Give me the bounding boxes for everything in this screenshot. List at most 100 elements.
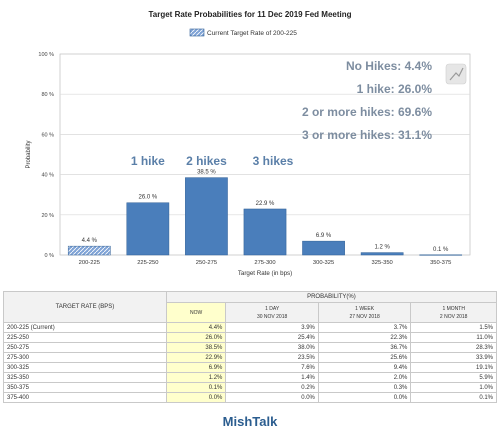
cell-month: 1.5% [410,322,497,333]
sub-header-title: 1 MONTH [442,305,465,312]
x-tick-label: 250-275 [196,260,217,266]
y-tick-label: 0 % [45,253,55,259]
table-row: 300-325 6.9% 7.6% 9.4% 19.1% [3,362,497,373]
y-tick-label: 40 % [41,173,54,179]
trend-icon [449,67,464,81]
sub-header-title: 1 WEEK [355,305,375,312]
cell-now: 1.2% [165,372,227,383]
cell-rate: 250-275 [3,342,167,353]
probability-table: TARGET RATE (BPS) PROBABILITY(%) NOW 1 DA… [3,290,498,403]
cell-week: 3.7% [317,322,412,333]
cell-week: 22.3% [317,332,412,343]
cell-day: 1.4% [225,372,319,383]
sub-header-title: NOW [189,309,203,316]
y-tick-label: 60 % [41,132,54,138]
cell-rate: 375-400 [3,392,167,403]
x-tick-label: 275-300 [254,260,275,266]
table-row: 275-300 22.9% 23.5% 25.6% 33.9% [3,352,497,363]
export-icon [445,63,467,85]
data-label: 6.9 % [316,233,332,239]
cell-month: 1.0% [410,382,497,393]
callout-annotation: 1 hike: 26.0% [357,82,433,96]
chart-title: Target Rate Probabilities for 11 Dec 201… [148,10,351,19]
cell-now: 22.9% [165,352,227,363]
x-tick-label: 300-325 [313,260,334,266]
data-label: 22.9 % [256,201,275,207]
probability-header: PROBABILITY(%) [165,290,498,304]
bar-annotation: 3 hikes [253,154,294,168]
cell-day: 0.2% [225,382,319,393]
cell-rate: 300-325 [3,362,167,373]
cell-day: 3.9% [225,322,319,333]
sub-header-date: 2 NOV 2018 [439,313,468,320]
cell-month: 11.0% [410,332,497,343]
bar-annotation: 2 hikes [186,154,227,168]
cell-week: 0.0% [317,392,412,403]
bar-current [67,245,111,256]
table-body: 200-225 (Current) 4.4% 3.9% 3.7% 1.5% 225-250… [3,322,497,403]
bar [243,208,287,256]
sub-header-0: NOW [165,302,227,323]
cell-now: 38.5% [165,342,227,353]
cell-week: 25.6% [317,352,412,363]
x-tick-label: 225-250 [137,260,158,266]
table-row: 225-250 26.0% 25.4% 22.3% 11.0% [3,332,497,343]
cell-month: 33.9% [410,352,497,363]
cell-rate: 225-250 [3,332,167,343]
sub-header-3: 1 MONTH 2 NOV 2018 [410,302,497,323]
data-label: 38.5 % [197,170,216,176]
x-axis-label: Target Rate (in bps) [238,270,292,277]
cell-week: 0.3% [317,382,412,393]
x-tick-label: 350-375 [430,260,451,266]
cell-now: 6.9% [165,362,227,373]
cell-rate: 325-350 [3,372,167,383]
target-rate-header: TARGET RATE (BPS) [3,291,167,323]
sub-header-2: 1 WEEK 27 NOV 2018 [317,302,412,323]
cell-day: 25.4% [225,332,319,343]
data-label: 26.0 % [139,195,158,201]
bar-annotation: 1 hike [131,154,165,168]
cell-day: 38.0% [225,342,319,353]
cell-week: 36.7% [317,342,412,353]
table-row: 250-275 38.5% 38.0% 36.7% 28.3% [3,342,497,353]
cell-month: 19.1% [410,362,497,373]
legend-swatch [189,28,205,37]
y-tick-label: 20 % [41,213,54,219]
cell-day: 23.5% [225,352,319,363]
cell-day: 0.0% [225,392,319,403]
data-label: 4.4 % [82,238,98,244]
cell-week: 9.4% [317,362,412,373]
sub-header-row: NOW 1 DAY 30 NOV 2018 1 WEEK 27 NOV 2018 1 MO… [4,302,497,323]
footer-brand: MishTalk [222,414,278,429]
y-tick-label: 80 % [41,92,54,98]
cell-rate: 275-300 [3,352,167,363]
x-tick-label: 325-350 [372,260,393,266]
cell-rate: 350-375 [3,382,167,393]
table-row: 325-350 1.2% 1.4% 2.0% 5.9% [3,372,497,383]
cell-now: 0.0% [165,392,227,403]
table-row: 350-375 0.1% 0.2% 0.3% 1.0% [3,382,497,393]
cell-now: 0.1% [165,382,227,393]
bar [419,254,463,256]
table-row: 375-400 0.0% 0.0% 0.0% 0.1% [3,392,497,403]
data-label: 1.2 % [374,245,390,251]
callout-annotation: No Hikes: 4.4% [346,59,432,73]
y-tick-label: 100 % [38,52,54,58]
bar [360,252,404,256]
bar [302,240,345,256]
cell-now: 26.0% [165,332,227,343]
legend-label: Current Target Rate of 200-225 [207,30,297,37]
table-row: 200-225 (Current) 4.4% 3.9% 3.7% 1.5% [3,322,497,333]
bar [126,202,170,256]
cell-rate: 200-225 (Current) [3,322,167,333]
bar [185,177,228,256]
sub-header-title: 1 DAY [265,305,280,312]
cell-now: 4.4% [165,322,227,333]
cell-month: 5.9% [410,372,497,383]
bar-chart: Target Rate Probabilities for 11 Dec 201… [26,10,471,277]
sub-header-date: 30 NOV 2018 [256,313,288,320]
cell-month: 0.1% [410,392,497,403]
callout-annotation: 2 or more hikes: 69.6% [302,105,432,119]
sub-header-date: 27 NOV 2018 [349,313,380,320]
cell-day: 7.6% [225,362,319,373]
